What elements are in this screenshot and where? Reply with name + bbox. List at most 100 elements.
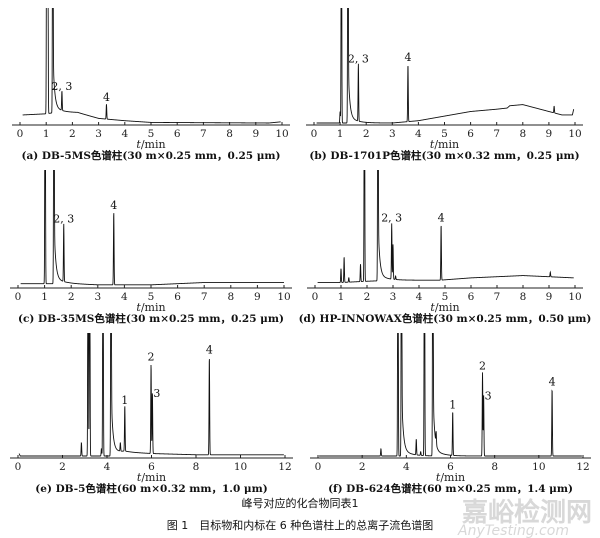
x-tick-label: 10	[568, 128, 581, 140]
x-tick-label: 4	[104, 461, 111, 473]
x-axis-label-unit: /min	[141, 471, 166, 484]
peak-label: 2, 3	[51, 80, 72, 93]
x-axis-label-unit: /min	[141, 301, 166, 314]
watermark-logo: 嘉峪检测网	[462, 497, 592, 528]
chromatogram-trace	[317, 170, 574, 283]
peak-label: 3	[485, 390, 492, 403]
x-tick-label: 5	[148, 291, 155, 303]
x-tick-label: 0	[15, 461, 22, 473]
x-tick-label: 2	[359, 461, 366, 473]
peak-label: 4	[103, 91, 110, 104]
x-tick-label: 1	[43, 128, 50, 140]
x-tick-label: 0	[15, 291, 22, 303]
x-tick-label: 2	[68, 291, 75, 303]
panel-e: 0 2 4 6 8 10 12t/min(e) DB-5色谱柱(60 m×0.32 mm，1…	[10, 333, 293, 495]
x-tick-label: 4	[121, 291, 128, 303]
chromatogram-trace	[319, 333, 582, 457]
x-tick-label: 0	[311, 128, 318, 140]
peak-label: 2, 3	[348, 53, 369, 66]
x-tick-label: 1	[337, 128, 344, 140]
x-tick-label: 0	[312, 291, 319, 303]
x-axis-label: t/min	[436, 471, 465, 484]
x-axis-label-unit: /min	[434, 138, 459, 151]
x-tick-label: 2	[364, 291, 371, 303]
panel-title: (a) DB-5MS色谱柱(30 m×0.25 mm，0.25 μm)	[21, 149, 280, 162]
peak-label: 1	[449, 399, 456, 412]
panel-title: (f) DB-624色谱柱(60 m×0.25 mm，1.4 μm)	[328, 482, 573, 495]
x-tick-label: 10	[277, 291, 290, 303]
x-tick-label: 3	[390, 291, 397, 303]
x-tick-label: 9	[546, 128, 553, 140]
x-tick-label: 2	[59, 461, 66, 473]
peak-label: 4	[438, 211, 445, 224]
x-tick-label: 10	[568, 291, 581, 303]
x-axis-label-unit: /min	[141, 138, 166, 151]
peak-label: 4	[404, 51, 411, 64]
x-tick-label: 6	[174, 128, 181, 140]
x-axis-label-variable: t	[136, 138, 141, 151]
x-axis-label: t/min	[137, 471, 166, 484]
panel-title: (d) HP-INNOWAX色谱柱(30 m×0.25 mm，0.50 μm)	[299, 312, 592, 325]
x-tick-label: 4	[121, 128, 128, 140]
peak-label: 4	[110, 199, 117, 212]
peak-label: 4	[206, 343, 213, 356]
x-axis-label: t/min	[430, 301, 459, 314]
x-tick-label: 8	[520, 291, 527, 303]
x-tick-label: 9	[546, 291, 553, 303]
x-tick-label: 6	[447, 461, 454, 473]
figure-caption: 图 1 目标物和内标在 6 种色谱柱上的总离子流色谱图	[167, 518, 434, 532]
x-tick-label: 4	[416, 291, 423, 303]
panel-d: 0 1 2 3 4 5 6 7 8 9 10 t/min(d) HP-INNOWAX色谱柱(30 m×…	[299, 170, 592, 325]
x-tick-label: 8	[193, 461, 200, 473]
x-tick-label: 6	[174, 291, 181, 303]
panel-title: (e) DB-5色谱柱(60 m×0.32 mm，1.0 μm)	[35, 482, 267, 495]
x-tick-label: 3	[95, 128, 102, 140]
panel-c: 0 1 2 3 4 5 6 7 8 9 10 t/min(c) DB-35MS色谱柱(30 m×0.2…	[10, 170, 292, 325]
x-tick-label: 5	[442, 291, 449, 303]
panel-b: 0 1 2 3 4 5 6 7 8 9 10 t/min(b) DB-1701P色谱柱(30 m×0.…	[306, 8, 583, 162]
peak-label: 2, 3	[53, 213, 74, 226]
x-tick-label: 6	[467, 128, 474, 140]
x-tick-label: 10	[275, 128, 288, 140]
peak-label: 1	[121, 394, 128, 407]
x-tick-label: 7	[493, 128, 500, 140]
x-tick-label: 8	[519, 128, 526, 140]
peak-label: 2, 3	[381, 212, 402, 225]
x-tick-label: 2	[363, 128, 370, 140]
x-axis-label-variable: t	[136, 301, 141, 314]
figure-note: 峰号对应的化合物同表1	[242, 496, 359, 510]
peak-label: 3	[153, 387, 160, 400]
panel-f: 0 2 4 6 8 10 12t/min(f) DB-624色谱柱(60 m×0.25 mm…	[310, 333, 591, 495]
peak-label: 2	[479, 359, 486, 372]
x-axis-label: t/min	[430, 138, 459, 151]
x-tick-label: 10	[532, 461, 545, 473]
x-tick-label: 0	[17, 128, 24, 140]
x-axis-label-variable: t	[430, 301, 435, 314]
x-tick-label: 1	[338, 291, 345, 303]
x-tick-label: 7	[201, 291, 208, 303]
chromatogram-trace	[20, 170, 284, 286]
chromatogram-trace	[316, 8, 575, 124]
x-tick-label: 10	[234, 461, 247, 473]
peak-label: 4	[549, 375, 556, 388]
x-tick-label: 4	[403, 461, 410, 473]
x-tick-label: 3	[389, 128, 396, 140]
x-axis-label: t/min	[136, 301, 165, 314]
x-tick-label: 6	[148, 461, 155, 473]
x-tick-label: 1	[41, 291, 48, 303]
x-tick-label: 4	[415, 128, 422, 140]
x-axis-label-unit: /min	[440, 471, 465, 484]
panel-a: 0 1 2 3 4 5 6 7 8 9 10 t/min(a) DB-5MS色谱柱(30 m×0.25…	[12, 8, 290, 162]
x-tick-label: 5	[148, 128, 155, 140]
x-tick-label: 8	[491, 461, 498, 473]
x-tick-label: 2	[69, 128, 76, 140]
panel-title: (b) DB-1701P色谱柱(30 m×0.32 mm，0.25 μm)	[309, 149, 579, 162]
x-axis-label-variable: t	[430, 138, 435, 151]
panel-title: (c) DB-35MS色谱柱(30 m×0.25 mm，0.25 μm)	[18, 312, 284, 325]
x-axis-label-unit: /min	[435, 301, 460, 314]
x-tick-label: 12	[576, 461, 589, 473]
chromatogram-trace	[18, 333, 284, 457]
x-axis-label: t/min	[136, 138, 165, 151]
x-axis-label-variable: t	[436, 471, 441, 484]
